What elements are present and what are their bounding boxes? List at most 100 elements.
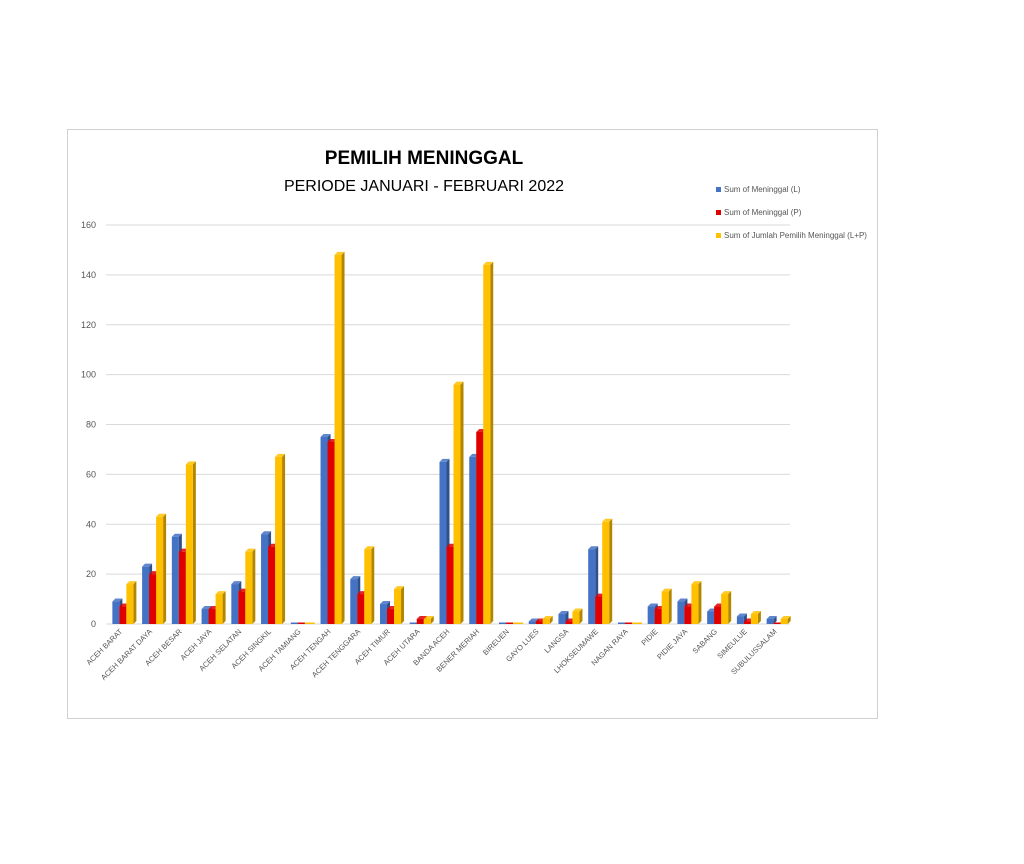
bar — [304, 622, 315, 624]
bar-front — [483, 264, 491, 624]
bar-front — [304, 622, 315, 624]
bar-front — [387, 609, 395, 624]
bar-top — [334, 251, 345, 255]
bar-side — [282, 453, 286, 624]
bar-front — [476, 431, 484, 624]
bar-front — [275, 456, 283, 624]
bar-front — [119, 606, 127, 624]
bar-top — [766, 616, 777, 620]
bar-front — [750, 614, 758, 624]
bar-front — [707, 611, 715, 624]
bar-side — [341, 251, 345, 625]
bar-front — [766, 619, 774, 624]
x-tick-label: BIREUEN — [481, 627, 511, 657]
bar-front — [721, 594, 729, 624]
bar-front — [290, 622, 301, 624]
bar-front — [142, 566, 150, 624]
bar-top — [261, 531, 272, 535]
bar — [156, 513, 167, 624]
x-tick-label: LANGSA — [542, 627, 570, 655]
legend-swatch — [716, 210, 721, 215]
bar-side — [773, 616, 777, 624]
bar-front — [126, 584, 134, 624]
bar-front — [677, 601, 685, 624]
bar-front — [469, 456, 477, 624]
bar-front — [512, 622, 523, 624]
bar-top — [528, 618, 539, 622]
bar-top — [750, 611, 761, 615]
bar — [721, 591, 732, 624]
bar-top — [661, 588, 672, 592]
bar-front — [661, 591, 669, 624]
bar-front — [261, 534, 269, 624]
bar-front — [743, 621, 751, 624]
y-tick-label: 120 — [81, 320, 96, 330]
bar-front — [394, 589, 402, 624]
bar-top — [677, 598, 688, 602]
bar — [602, 518, 613, 624]
bar-top — [647, 603, 658, 607]
bar — [512, 622, 523, 624]
bar-front — [112, 601, 120, 624]
bar-front — [409, 622, 420, 624]
bars — [112, 251, 791, 625]
bar-front — [691, 584, 699, 624]
y-tick-label: 140 — [81, 270, 96, 280]
bar-front — [178, 551, 186, 624]
bar-top — [364, 546, 375, 550]
bar-top — [156, 513, 167, 517]
bar-front — [439, 461, 447, 624]
bar-side — [609, 518, 613, 624]
bar-front — [654, 609, 662, 624]
chart-subtitle: PERIODE JANUARI - FEBRUARI 2022 — [284, 178, 564, 195]
bar-front — [297, 622, 308, 624]
bar-top — [320, 433, 331, 437]
bar-front — [201, 609, 209, 624]
x-tick-label: PIDIE — [639, 627, 659, 647]
bar-top — [171, 533, 182, 537]
bar-top — [215, 591, 226, 595]
bar-front — [268, 546, 276, 624]
bar — [624, 622, 635, 624]
bar-front — [780, 619, 788, 624]
bar-front — [320, 436, 328, 624]
bar — [691, 581, 702, 624]
bar — [409, 622, 420, 624]
bar-top — [602, 518, 613, 522]
bar-front — [327, 441, 335, 624]
bar — [453, 381, 464, 624]
bar-front — [215, 594, 223, 624]
bar-front — [416, 619, 424, 624]
bar-front — [535, 621, 543, 624]
legend-entry: Sum of Jumlah Pemilih Meninggal (L+P) — [724, 231, 867, 240]
bar — [542, 616, 553, 624]
bar-side — [698, 581, 702, 624]
bar-top — [112, 598, 123, 602]
bar — [780, 616, 791, 624]
bar-side — [668, 588, 672, 624]
bar-front — [565, 621, 573, 624]
bar-side — [371, 546, 375, 624]
bar-top — [439, 458, 450, 462]
bar-top — [126, 581, 137, 585]
x-tick-label: SABANG — [691, 627, 720, 656]
bar-side — [430, 616, 434, 624]
bar-front — [453, 384, 461, 624]
bar-front — [617, 622, 628, 624]
bar — [766, 616, 777, 624]
legend-entry: Sum of Meninggal (P) — [724, 208, 802, 217]
bar — [572, 608, 583, 624]
bar-front — [357, 594, 365, 624]
bar-side — [401, 586, 405, 624]
bar-side — [787, 616, 791, 624]
bar-top — [275, 453, 286, 457]
bar-front — [149, 574, 157, 624]
bar-side — [549, 616, 553, 624]
bar-side — [252, 548, 256, 624]
chart-title: PEMILIH MENINGGAL — [325, 148, 524, 169]
bar-top — [483, 261, 494, 265]
bar-front — [238, 591, 246, 624]
y-tick-label: 60 — [86, 469, 96, 479]
bar-top — [231, 581, 242, 585]
bar-top — [394, 586, 405, 590]
